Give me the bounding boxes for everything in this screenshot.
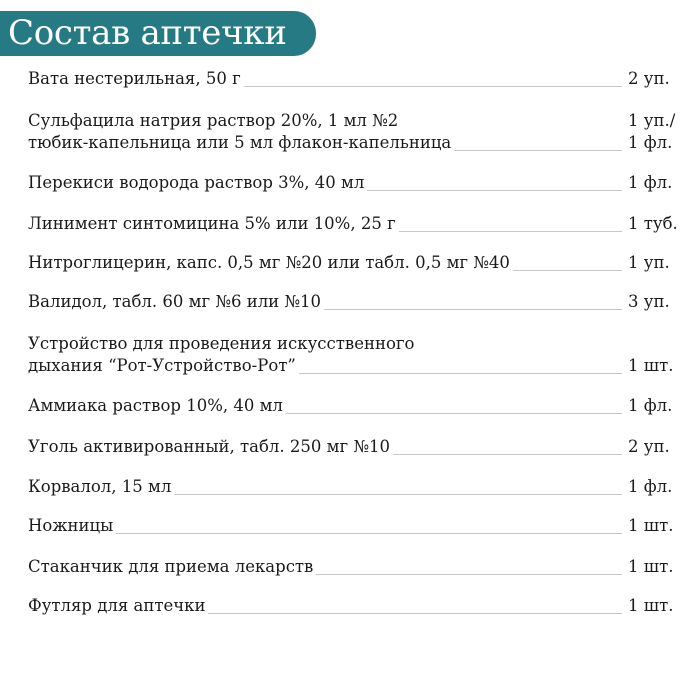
item-quantity: 1 уп./ 1 фл. xyxy=(628,110,675,154)
quantity-line: 1 фл. xyxy=(628,133,673,152)
quantity-line: 1 фл. xyxy=(628,173,673,192)
leader-line xyxy=(208,613,622,614)
list-item: Нитроглицерин, капс. 0,5 мг №20 или табл… xyxy=(28,252,670,274)
item-quantity: 1 туб. xyxy=(628,213,678,235)
item-name: Вата нестерильная, 50 г xyxy=(28,69,241,88)
quantity-line: 1 туб. xyxy=(628,214,678,233)
list-item: Аммиака раствор 10%, 40 мл 1 фл. xyxy=(28,395,672,417)
leader-line xyxy=(243,86,622,87)
list-item: Уголь активированный, табл. 250 мг №10 2 … xyxy=(28,436,670,458)
item-name: тюбик-капельница или 5 мл флакон-капельн… xyxy=(28,133,452,152)
leader-line xyxy=(174,494,622,495)
quantity-line: 1 уп./ xyxy=(628,111,676,130)
quantity-line: 2 уп. xyxy=(628,437,670,456)
leader-line xyxy=(324,309,622,310)
leader-line xyxy=(454,150,622,151)
item-name: Сульфацила натрия раствор 20%, 1 мл №2 xyxy=(28,111,399,130)
item-quantity: 1 шт. xyxy=(628,355,673,377)
leader-line xyxy=(285,413,622,414)
item-name: Линимент синтомицина 5% или 10%, 25 г xyxy=(28,214,396,233)
item-quantity: 1 уп. xyxy=(628,252,670,274)
item-name: Валидол, табл. 60 мг №6 или №10 xyxy=(28,292,322,311)
item-name: Нитроглицерин, капс. 0,5 мг №20 или табл… xyxy=(28,253,510,272)
list-item: Футляр для аптечки 1 шт. xyxy=(28,595,673,617)
item-name: Устройство для проведения искусственного xyxy=(28,334,415,353)
list-item: Вата нестерильная, 50 г 2 уп. xyxy=(28,68,670,90)
item-name: дыхания “Рот-Устройство-Рот” xyxy=(28,356,296,375)
item-name: Корвалол, 15 мл xyxy=(28,477,172,496)
leader-line xyxy=(392,454,622,455)
item-quantity: 2 уп. xyxy=(628,68,670,90)
item-name: Аммиака раствор 10%, 40 мл xyxy=(28,396,283,415)
item-name: Уголь активированный, табл. 250 мг №10 xyxy=(28,437,390,456)
quantity-line: 1 шт. xyxy=(628,516,674,535)
quantity-line: 1 шт. xyxy=(628,596,674,615)
item-quantity: 1 фл. xyxy=(628,172,672,194)
item-name: Ножницы xyxy=(28,516,114,535)
item-quantity: 1 шт. xyxy=(628,595,673,617)
item-quantity: 3 уп. xyxy=(628,291,670,313)
quantity-line: 2 уп. xyxy=(628,69,670,88)
leader-line xyxy=(367,190,622,191)
item-name: Перекиси водорода раствор 3%, 40 мл xyxy=(28,173,365,192)
leader-line xyxy=(398,231,622,232)
item-name: Стаканчик для приема лекарств xyxy=(28,557,314,576)
quantity-line: 1 фл. xyxy=(628,396,673,415)
item-quantity: 2 уп. xyxy=(628,436,670,458)
page-title: Состав аптечки xyxy=(0,11,316,56)
list-item: Валидол, табл. 60 мг №6 или №10 3 уп. xyxy=(28,291,670,313)
item-quantity: 1 фл. xyxy=(628,476,672,498)
quantity-line: 1 фл. xyxy=(628,477,673,496)
quantity-line: 1 шт. xyxy=(628,356,674,375)
list-item: Перекиси водорода раствор 3%, 40 мл 1 фл. xyxy=(28,172,672,194)
leader-line xyxy=(298,373,622,374)
item-quantity: 1 шт. xyxy=(628,515,673,537)
list-item: Сульфацила натрия раствор 20%, 1 мл №2 тю… xyxy=(28,110,675,154)
leader-line xyxy=(316,574,622,575)
list-item: Ножницы 1 шт. xyxy=(28,515,673,537)
leader-line xyxy=(512,270,622,271)
leader-line xyxy=(116,533,622,534)
list-item: Корвалол, 15 мл 1 фл. xyxy=(28,476,672,498)
item-quantity: 1 фл. xyxy=(628,395,672,417)
list-item: Стаканчик для приема лекарств 1 шт. xyxy=(28,556,673,578)
quantity-line: 1 уп. xyxy=(628,253,670,272)
quantity-line: 1 шт. xyxy=(628,557,674,576)
list-item: Устройство для проведения искусственного… xyxy=(28,333,673,377)
quantity-line: 3 уп. xyxy=(628,292,670,311)
list-item: Линимент синтомицина 5% или 10%, 25 г 1 т… xyxy=(28,213,678,235)
item-name: Футляр для аптечки xyxy=(28,596,206,615)
item-quantity: 1 шт. xyxy=(628,556,673,578)
